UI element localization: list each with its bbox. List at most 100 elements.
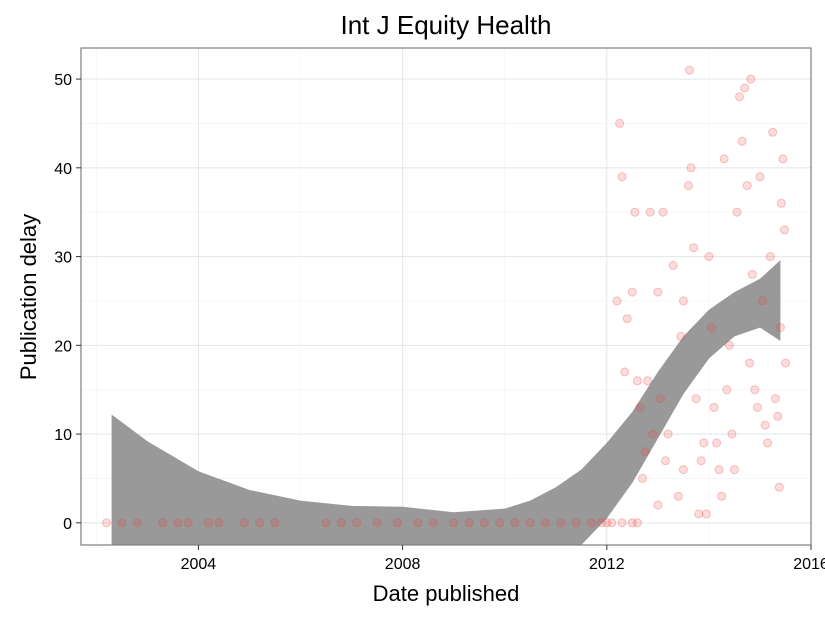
data-point — [571, 518, 581, 528]
data-point — [689, 243, 699, 253]
panel-border — [80, 47, 812, 546]
data-point — [691, 394, 701, 404]
data-point — [393, 518, 402, 528]
x-axis-label: Date published — [373, 581, 520, 606]
y-tick-label: 30 — [54, 250, 72, 267]
data-point — [204, 518, 214, 528]
data-point — [635, 402, 645, 412]
data-point — [760, 420, 770, 430]
data-point — [352, 518, 362, 528]
data-point — [413, 518, 423, 528]
data-point — [768, 127, 778, 137]
data-point — [746, 74, 756, 84]
data-point — [722, 385, 732, 395]
data-point — [735, 92, 744, 102]
y-axis-label: Publication delay — [16, 214, 41, 380]
y-tick-label: 0 — [63, 516, 72, 533]
data-point — [676, 331, 686, 341]
y-tick-label: 20 — [54, 338, 72, 355]
x-tick-label: 2016 — [793, 556, 825, 573]
data-point — [622, 314, 632, 324]
data-point — [658, 207, 668, 217]
data-point — [755, 172, 765, 182]
data-point — [694, 509, 704, 519]
axis-ticks: 2004 2008 2012 2016 0 10 20 30 40 50 — [54, 72, 825, 573]
data-point — [752, 402, 762, 412]
data-point — [173, 518, 183, 528]
data-point — [239, 518, 249, 528]
data-point — [117, 518, 127, 528]
data-point — [495, 518, 505, 528]
data-point — [763, 438, 773, 448]
data-point — [597, 518, 607, 528]
data-point — [617, 518, 627, 528]
data-point — [158, 518, 168, 528]
data-point — [696, 456, 706, 466]
data-point — [770, 394, 780, 404]
data-point — [668, 260, 678, 270]
data-point — [717, 491, 727, 501]
data-point — [778, 154, 788, 164]
data-point — [214, 518, 224, 528]
data-point — [607, 518, 617, 528]
data-point — [685, 65, 694, 75]
data-point — [617, 172, 627, 182]
data-point — [620, 367, 630, 377]
data-point — [737, 136, 747, 146]
data-point — [678, 296, 688, 306]
data-point — [714, 465, 724, 475]
data-point — [541, 518, 550, 528]
data-points — [102, 65, 790, 528]
data-point — [270, 518, 280, 528]
y-tick-label: 50 — [54, 72, 72, 89]
data-point — [709, 402, 719, 412]
data-point — [719, 154, 729, 164]
data-point — [556, 518, 566, 528]
y-tick-label: 10 — [54, 427, 72, 444]
data-point — [673, 491, 683, 501]
data-point — [102, 518, 111, 528]
chart-title: Int J Equity Health — [341, 10, 552, 40]
data-point — [632, 518, 642, 528]
data-point — [653, 500, 663, 510]
data-point — [655, 394, 665, 404]
data-point — [684, 181, 693, 191]
data-point — [774, 482, 784, 492]
data-point — [449, 518, 459, 528]
data-point — [775, 323, 785, 333]
data-point — [724, 340, 734, 350]
data-point — [758, 296, 767, 306]
data-point — [132, 518, 142, 528]
data-point — [640, 447, 650, 457]
x-tick-label: 2012 — [589, 556, 625, 573]
data-point — [612, 296, 622, 306]
data-point — [776, 198, 786, 208]
data-point — [740, 83, 750, 93]
data-point — [686, 163, 696, 173]
data-point — [661, 456, 670, 466]
data-point — [678, 465, 688, 475]
plot-panel — [80, 47, 812, 546]
data-point — [645, 207, 655, 217]
x-tick-label: 2008 — [385, 556, 421, 573]
panel-background — [81, 48, 811, 545]
data-point — [627, 518, 637, 528]
data-point — [602, 518, 612, 528]
y-tick-label: 40 — [54, 161, 72, 178]
confidence-band — [111, 260, 781, 545]
grid-lines — [81, 48, 811, 545]
data-point — [780, 225, 789, 235]
data-point — [321, 518, 331, 528]
data-point — [773, 411, 783, 421]
data-point — [372, 518, 382, 528]
data-point — [627, 287, 637, 297]
data-point — [638, 473, 647, 483]
data-point — [525, 518, 535, 528]
data-point — [729, 465, 739, 475]
data-point — [632, 376, 642, 386]
data-point — [765, 252, 775, 262]
data-point — [630, 207, 640, 217]
data-point — [745, 358, 755, 368]
data-point — [712, 438, 722, 448]
data-point — [648, 429, 658, 439]
